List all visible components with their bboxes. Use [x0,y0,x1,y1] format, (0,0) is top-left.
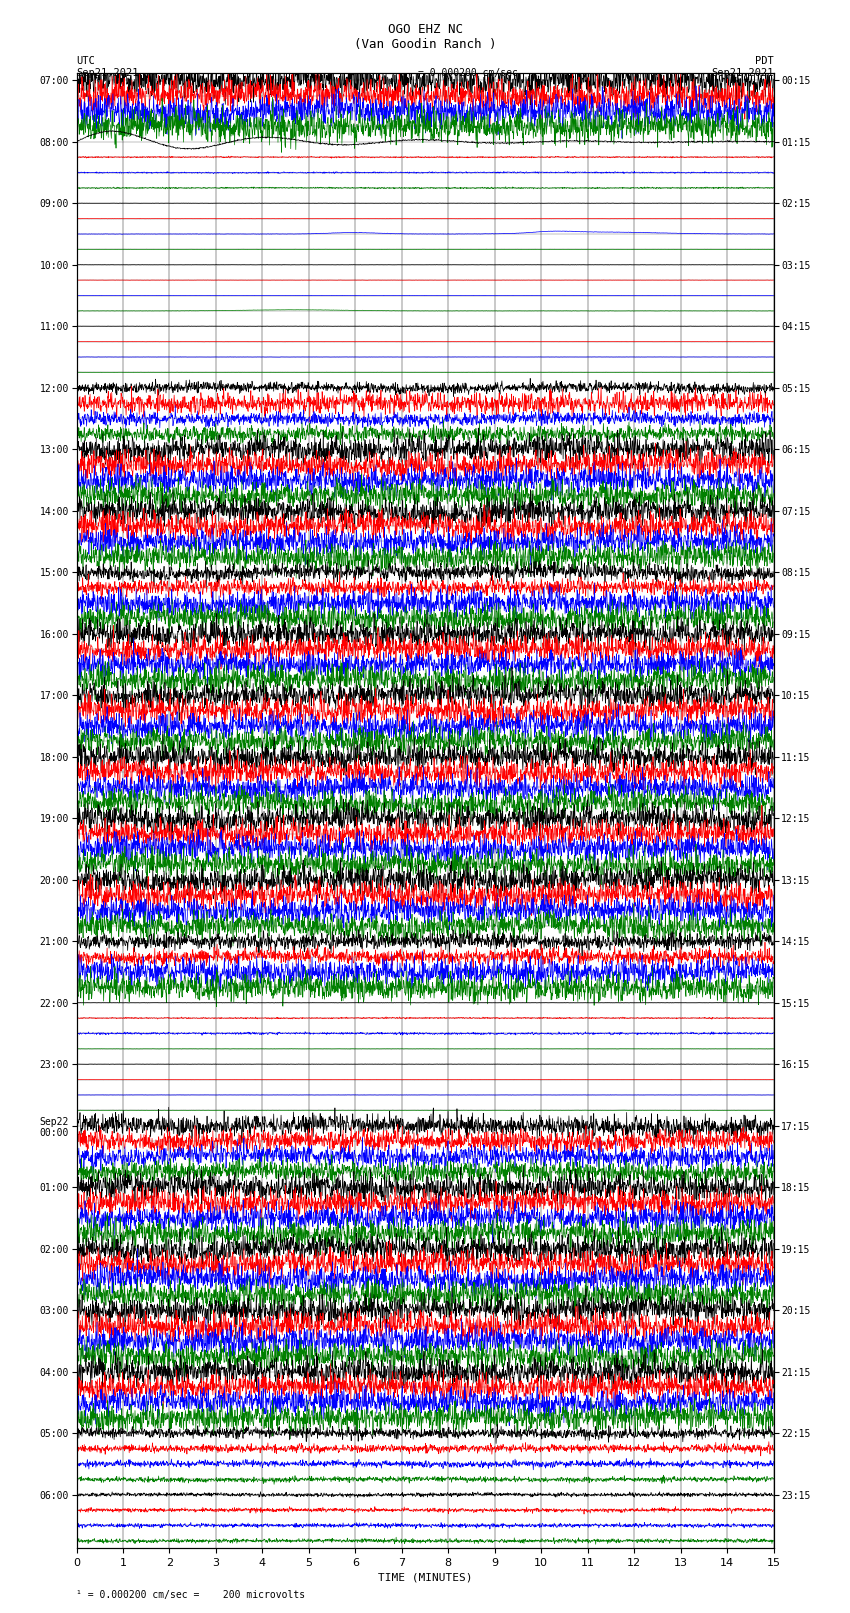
Text: UTC
Sep21,2021: UTC Sep21,2021 [76,56,139,77]
Text: ¹ = 0.000200 cm/sec =    200 microvolts: ¹ = 0.000200 cm/sec = 200 microvolts [76,1590,306,1600]
Title: OGO EHZ NC
(Van Goodin Ranch ): OGO EHZ NC (Van Goodin Ranch ) [354,23,496,50]
Text: PDT
Sep21,2021: PDT Sep21,2021 [711,56,774,77]
X-axis label: TIME (MINUTES): TIME (MINUTES) [377,1573,473,1582]
Text: = 0.000200 cm/sec: = 0.000200 cm/sec [418,68,518,77]
